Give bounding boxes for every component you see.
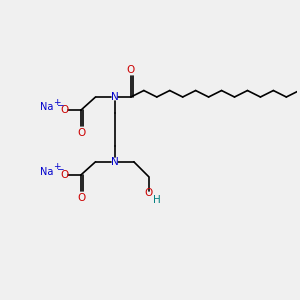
Text: N: N	[111, 157, 119, 167]
Text: O: O	[77, 128, 86, 138]
Text: H: H	[154, 195, 161, 205]
Text: Na: Na	[40, 102, 53, 112]
Text: −: −	[56, 165, 63, 174]
Text: Na: Na	[40, 167, 53, 177]
Text: +: +	[52, 162, 60, 171]
Text: O: O	[61, 170, 69, 180]
Text: O: O	[77, 193, 86, 203]
Text: O: O	[127, 65, 135, 75]
Text: −: −	[56, 100, 63, 109]
Text: +: +	[52, 98, 60, 106]
Text: O: O	[144, 188, 153, 198]
Text: O: O	[61, 105, 69, 115]
Text: N: N	[111, 92, 119, 102]
